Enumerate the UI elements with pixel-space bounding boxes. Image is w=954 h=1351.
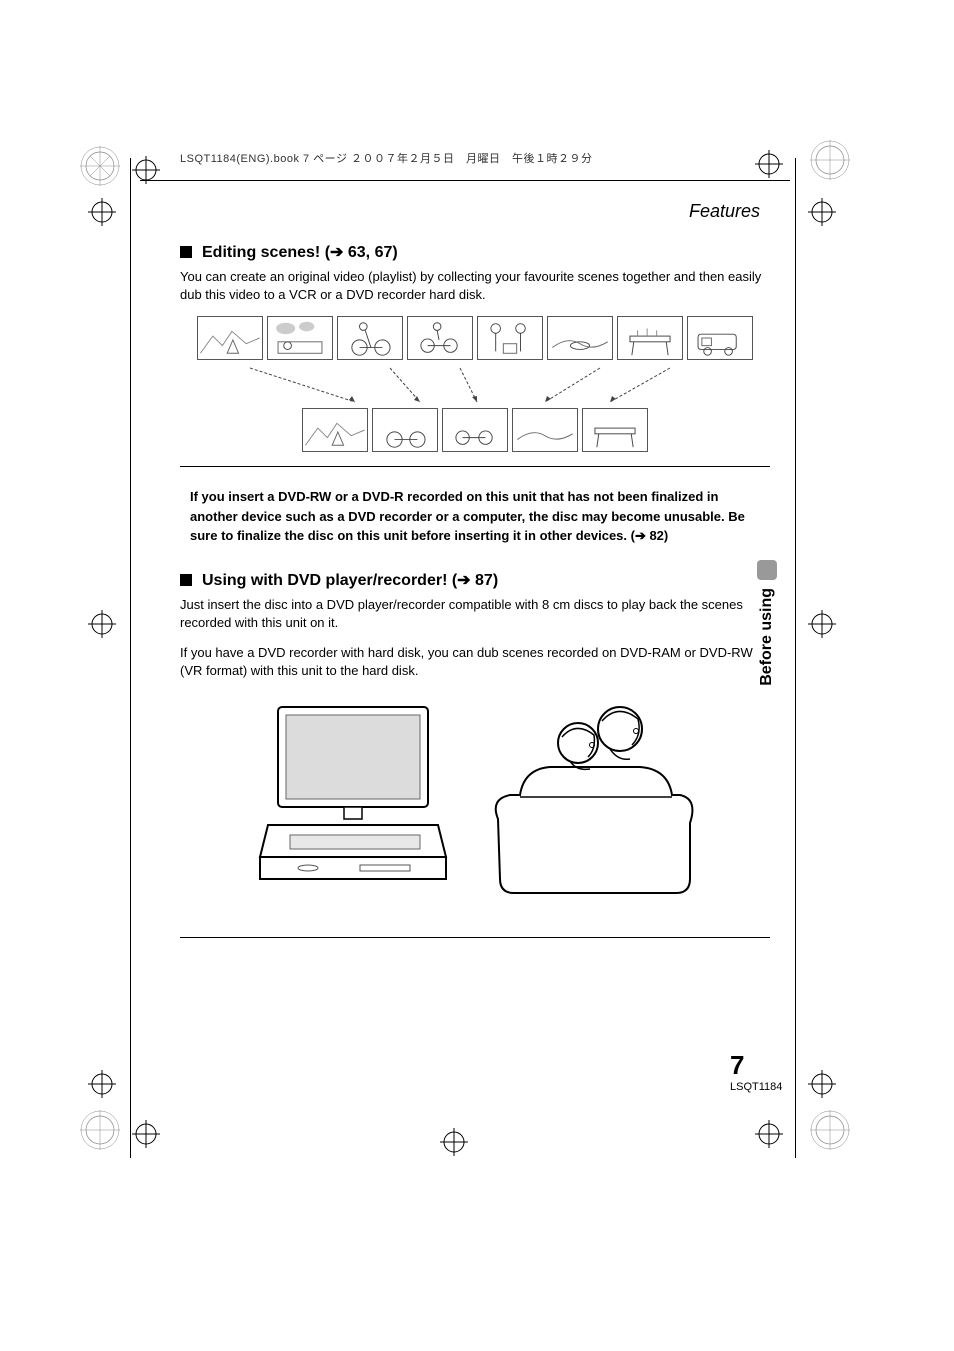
section-player-title: Using with DVD player/recorder! (➔ 87): [202, 570, 498, 590]
scene-thumb: [267, 316, 333, 360]
divider: [180, 937, 770, 938]
reg-mark: [440, 1128, 468, 1156]
section-player-heading: Using with DVD player/recorder! (➔ 87): [180, 570, 770, 590]
section-player-body2: If you have a DVD recorder with hard dis…: [180, 644, 770, 680]
reg-mark: [132, 1120, 160, 1148]
playlist-figure: [180, 316, 770, 452]
scene-thumb: [337, 316, 403, 360]
reg-mark: [810, 140, 850, 180]
scene-thumb: [372, 408, 438, 452]
reg-mark: [810, 1110, 850, 1150]
bullet-icon: [180, 574, 192, 586]
section-editing-body: You can create an original video (playli…: [180, 268, 770, 304]
page-footer: 7 LSQT1184: [730, 1050, 782, 1093]
scene-thumb: [582, 408, 648, 452]
divider: [180, 466, 770, 467]
reg-mark: [755, 1120, 783, 1148]
scene-thumb: [442, 408, 508, 452]
page-content: LSQT1184(ENG).book 7 ページ ２００７年２月５日 月曜日 午…: [180, 150, 770, 954]
scene-thumb: [477, 316, 543, 360]
reg-mark: [80, 146, 120, 186]
reg-mark: [80, 1110, 120, 1150]
tv-illustration: [250, 699, 450, 889]
scene-row-top: [180, 316, 770, 360]
reg-mark: [88, 610, 116, 638]
reg-mark: [88, 198, 116, 226]
playlist-arrows: [180, 366, 770, 406]
reg-mark: [808, 198, 836, 226]
header-stamp: LSQT1184(ENG).book 7 ページ ２００７年２月５日 月曜日 午…: [180, 150, 770, 166]
section-player-body1: Just insert the disc into a DVD player/r…: [180, 596, 770, 632]
side-tab-marker: [757, 560, 777, 580]
reg-mark: [808, 1070, 836, 1098]
scene-thumb: [687, 316, 753, 360]
reg-mark: [88, 1070, 116, 1098]
section-editing-heading: Editing scenes! (➔ 63, 67): [180, 242, 770, 262]
binding-line-right: [795, 158, 796, 1158]
scene-thumb: [407, 316, 473, 360]
scene-thumb: [512, 408, 578, 452]
tv-couch-figure: [180, 699, 770, 909]
scene-thumb: [302, 408, 368, 452]
scene-thumb: [617, 316, 683, 360]
scene-thumb: [197, 316, 263, 360]
feature-header: Features: [180, 201, 770, 222]
side-tab-label: Before using: [758, 588, 776, 686]
couch-illustration: [480, 699, 700, 909]
scene-row-bottom: [180, 408, 770, 452]
doc-code: LSQT1184: [730, 1081, 782, 1093]
finalize-warning: If you insert a DVD-RW or a DVD-R record…: [190, 487, 760, 546]
section-editing-title: Editing scenes! (➔ 63, 67): [202, 242, 398, 262]
page-number: 7: [730, 1050, 782, 1081]
binding-line-left: [130, 158, 131, 1158]
side-tab: Before using: [755, 560, 779, 700]
scene-thumb: [547, 316, 613, 360]
bullet-icon: [180, 246, 192, 258]
reg-mark: [808, 610, 836, 638]
